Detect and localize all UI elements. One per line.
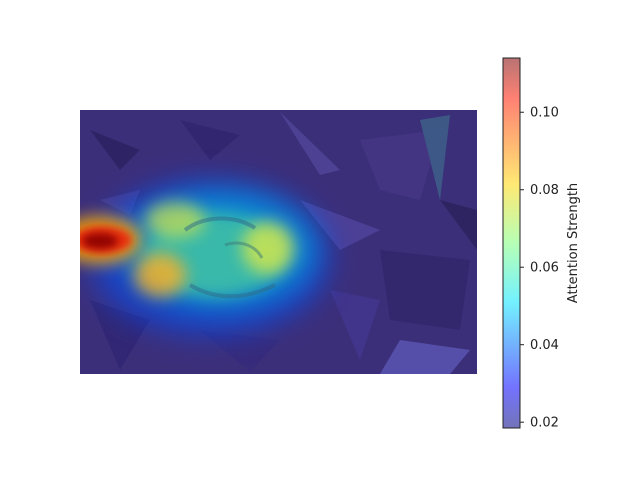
- heatmap-image: [80, 110, 477, 374]
- attention-overlay: [80, 180, 330, 336]
- colorbar-tick-label: 0.06: [530, 261, 559, 276]
- colorbar-label: Attention Strength: [566, 183, 581, 303]
- colorbar-tick-label: 0.02: [530, 416, 559, 431]
- leaf-litter-texture: [90, 112, 477, 374]
- colorbar-frame: [502, 57, 521, 429]
- colorbar-tick-label: 0.10: [530, 106, 559, 121]
- colorbar-ticks: 0.02 0.04 0.06 0.08 0.10: [520, 106, 559, 431]
- colorbar: 0.02 0.04 0.06 0.08 0.10 Attention Strength: [502, 57, 581, 431]
- colorbar-tick-label: 0.04: [530, 338, 559, 353]
- colorbar-gradient: [503, 58, 520, 428]
- colorbar-tick-label: 0.08: [530, 183, 559, 198]
